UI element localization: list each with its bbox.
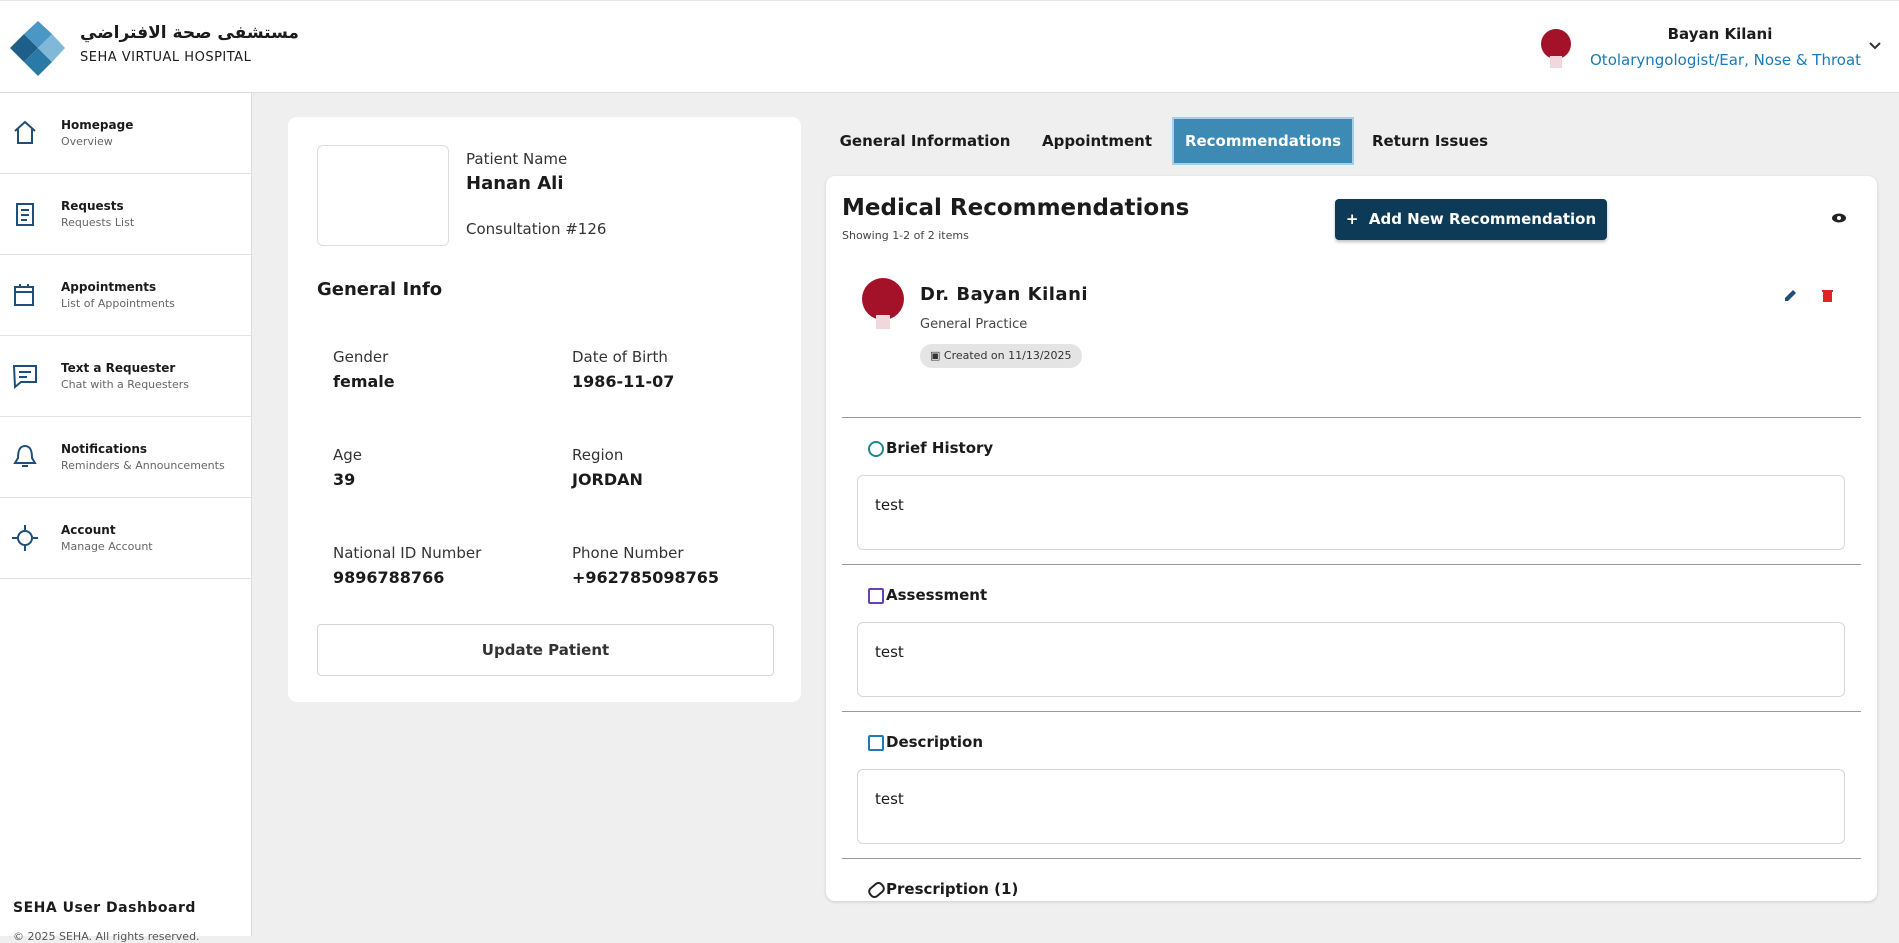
user-name: Bayan Kilani (1667, 25, 1773, 43)
section-icon (868, 735, 884, 751)
field-value: JORDAN (572, 470, 643, 489)
logo (10, 21, 65, 76)
section-title: Description (886, 733, 984, 751)
section-title: Assessment (886, 586, 988, 604)
recommendations-card: Medical Recommendations Showing 1-2 of 2… (826, 176, 1877, 901)
section-box: test (857, 769, 1845, 844)
tab[interactable]: Return Issues (1371, 132, 1489, 150)
nav-title: Requests (61, 199, 124, 213)
field-value: 1986-11-07 (572, 372, 675, 391)
field-label: Phone Number (572, 544, 684, 562)
field-label: National ID Number (333, 544, 482, 562)
created-date: Created on 11/13/2025 (943, 349, 1072, 362)
section-icon (866, 879, 887, 901)
nav-subtitle: Reminders & Announcements (61, 459, 225, 472)
header: مستشفى صحة الافتراضي SEHA VIRTUAL HOSPIT… (0, 0, 1899, 93)
consultation: Consultation #126 (466, 220, 607, 238)
nav-subtitle: List of Appointments (61, 297, 175, 310)
nav-subtitle: Chat with a Requesters (61, 378, 189, 391)
edit-icon[interactable] (1784, 289, 1797, 302)
nav-item[interactable]: Appointments List of Appointments (0, 255, 251, 336)
created-chip: ▣ Created on 11/13/2025 (920, 344, 1082, 368)
add-recommendation-label: Add New Recommendation (1368, 210, 1597, 228)
section-content: test (875, 790, 904, 808)
nav-item[interactable]: Notifications Reminders & Announcements (0, 417, 251, 498)
tab[interactable]: Appointment (1041, 132, 1153, 150)
section-title: Prescription (1) (886, 880, 1019, 898)
nav-title: Account (61, 523, 116, 537)
nav-title: Appointments (61, 280, 157, 294)
add-recommendation-button[interactable]: + Add New Recommendation (1335, 199, 1607, 240)
doctor-specialty: General Practice (920, 317, 1028, 332)
section-box: test (857, 622, 1845, 697)
sidebar: SEHA User Dashboard © 2025 SEHA. All rig… (0, 93, 252, 943)
divider (842, 711, 1861, 712)
doctor-name: Dr. Bayan Kilani (920, 284, 1089, 305)
nav-title: Notifications (61, 442, 148, 456)
nav-subtitle: Requests List (61, 216, 135, 229)
user-avatar[interactable] (1536, 28, 1577, 69)
divider (842, 417, 1861, 418)
nav-item[interactable]: Homepage Overview (0, 93, 251, 174)
recommendations-title: Medical Recommendations (842, 195, 1190, 221)
nav-title: Text a Requester (61, 361, 176, 375)
section-content: test (875, 496, 904, 514)
nav-icon (14, 284, 34, 306)
patient-card: Patient Name Hanan Ali Consultation #126… (288, 117, 801, 702)
view-icon[interactable] (1832, 213, 1846, 223)
nav-item[interactable]: Account Manage Account (0, 498, 251, 579)
nav-item[interactable]: Text a Requester Chat with a Requesters (0, 336, 251, 417)
general-info-title: General Info (317, 279, 443, 300)
showing-count: Showing 1-2 of 2 items (842, 229, 969, 242)
dropdown-chevron[interactable] (1868, 41, 1882, 51)
field-value: 9896788766 (333, 568, 445, 587)
field-value: 39 (333, 470, 356, 489)
section-icon (868, 441, 884, 457)
field-value: +962785098765 (572, 568, 719, 587)
nav-icon (13, 445, 37, 467)
section-content: test (875, 643, 904, 661)
field-label: Age (333, 446, 363, 464)
tab[interactable]: Recommendations (1172, 117, 1354, 165)
field-label: Gender (333, 348, 389, 366)
user-role: Otolaryngologist/Ear, Nose & Throat (1590, 51, 1862, 69)
sidebar-footer-title: SEHA User Dashboard (13, 900, 196, 916)
nav-item[interactable]: Requests Requests List (0, 174, 251, 255)
nav-icon (12, 525, 38, 551)
divider (842, 858, 1861, 859)
field-label: Date of Birth (572, 348, 668, 366)
update-patient-button[interactable]: Update Patient (317, 624, 774, 676)
nav-subtitle: Manage Account (61, 540, 153, 553)
tab[interactable]: General Information (839, 132, 1011, 150)
field-label: Region (572, 446, 624, 464)
nav-subtitle: Overview (61, 135, 113, 148)
field-value: female (333, 372, 395, 391)
nav-icon (12, 365, 37, 390)
delete-icon[interactable] (1822, 289, 1833, 302)
nav-icon (16, 203, 34, 226)
doctor-avatar (862, 278, 904, 329)
copyright: © 2025 SEHA. All rights reserved. (13, 930, 200, 943)
section-box: test (857, 475, 1845, 550)
patient-name-label: Patient Name (466, 150, 568, 168)
divider (842, 564, 1861, 565)
section-title: Brief History (886, 439, 994, 457)
nav-title: Homepage (61, 118, 134, 132)
patient-photo (317, 145, 449, 246)
logo-english: SEHA VIRTUAL HOSPITAL (80, 50, 252, 65)
nav-icon (14, 120, 36, 144)
logo-arabic: مستشفى صحة الافتراضي (80, 23, 299, 43)
section-icon (868, 588, 884, 604)
patient-name: Hanan Ali (466, 173, 564, 194)
